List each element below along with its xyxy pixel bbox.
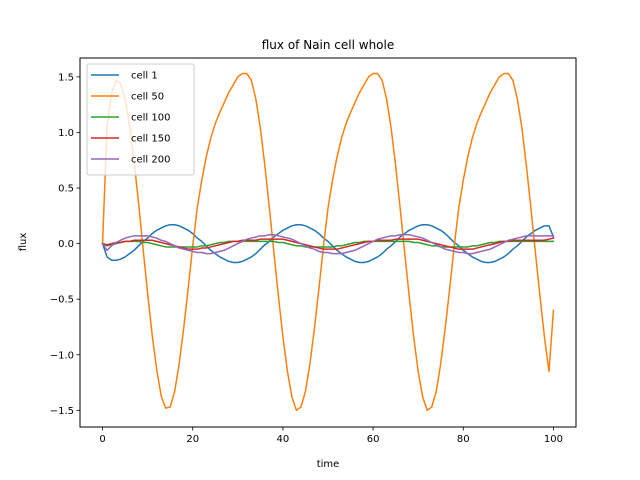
- legend-label: cell 150: [131, 134, 170, 145]
- legend-label: cell 50: [131, 92, 164, 103]
- x-tick-label: 20: [186, 434, 199, 445]
- series-line-cell-200: [101, 233, 555, 255]
- y-tick-label: −1.5: [50, 406, 74, 417]
- y-tick-label: 0.5: [58, 184, 74, 195]
- x-tick-label: 40: [277, 434, 290, 445]
- y-axis-label: flux: [18, 233, 29, 252]
- legend: cell 1 cell 50 cell 100 cell 150 cell 200: [86, 63, 195, 176]
- x-axis: 0 20 40 60 80 100: [99, 427, 563, 445]
- y-tick-label: 0.0: [58, 239, 74, 250]
- x-axis-label: time: [317, 459, 340, 470]
- legend-label: cell 100: [131, 113, 170, 124]
- x-tick-label: 60: [367, 434, 380, 445]
- legend-label: cell 1: [131, 71, 158, 82]
- y-tick-label: −1.0: [50, 350, 74, 361]
- x-tick-label: 100: [544, 434, 563, 445]
- series-line-cell-50: [101, 72, 555, 412]
- series-line-cell-1: [101, 223, 555, 264]
- x-tick-label: 80: [457, 434, 470, 445]
- legend-label: cell 200: [131, 155, 170, 166]
- y-axis: −1.5 −1.0 −0.5 0.0 0.5 1.0 1.5: [50, 72, 80, 417]
- y-tick-label: −0.5: [50, 295, 74, 306]
- x-tick-label: 0: [99, 434, 105, 445]
- y-tick-label: 1.0: [58, 128, 74, 139]
- chart-title: flux of Nain cell whole: [262, 38, 395, 52]
- plot-area: [79, 57, 577, 428]
- y-tick-label: 1.5: [58, 72, 74, 83]
- axes-frame: [79, 57, 577, 428]
- legend-frame: [86, 63, 195, 176]
- series-layer: [101, 72, 555, 412]
